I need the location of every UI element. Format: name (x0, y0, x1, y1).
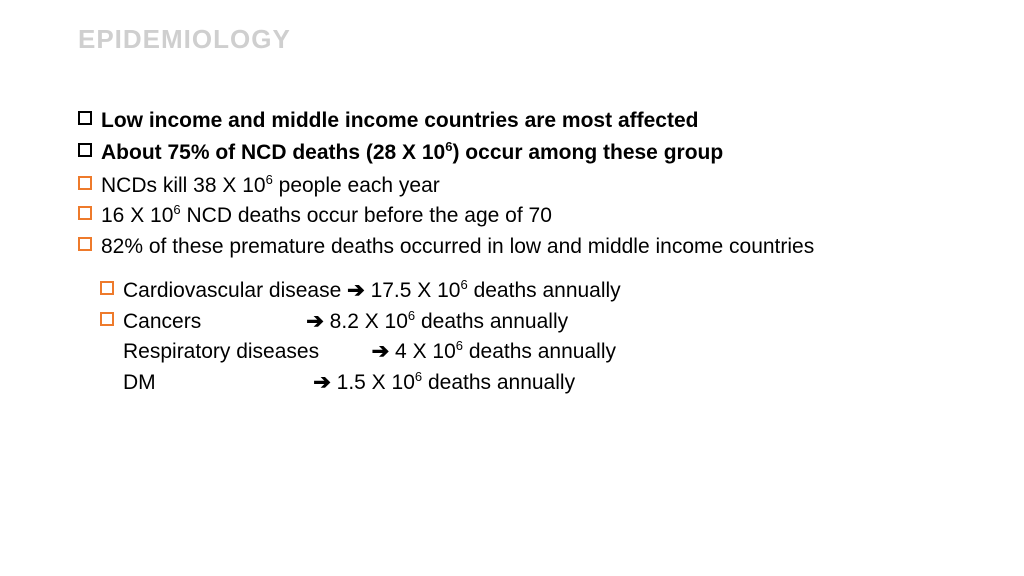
s3-label: Respiratory diseases (123, 340, 319, 363)
sub-3-text: Respiratory diseases ➔ 4 X 106 deaths an… (123, 337, 616, 367)
s3-val: 4 X 10 (389, 340, 456, 363)
s1-label: Cardiovascular disease (123, 279, 341, 302)
sub-4-text: DM ➔ 1.5 X 106 deaths annually (123, 368, 575, 398)
slide: EPIDEMIOLOGY Low income and middle incom… (0, 0, 1024, 576)
slide-title: EPIDEMIOLOGY (78, 24, 291, 55)
arrow-icon: ➔ (347, 279, 365, 302)
bullet-1-text: Low income and middle income countries a… (101, 106, 698, 136)
arrow-icon: ➔ (313, 371, 331, 394)
square-bullet-icon (100, 281, 114, 295)
s3-post: deaths annually (463, 340, 616, 363)
s2-val: 8.2 X 10 (324, 310, 408, 333)
b4-sup: 6 (173, 202, 180, 217)
square-bullet-icon (100, 312, 114, 326)
s4-val: 1.5 X 10 (331, 371, 415, 394)
bullet-4: 16 X 106 NCD deaths occur before the age… (78, 201, 958, 231)
b3-post: people each year (273, 174, 440, 197)
b3-pre: NCDs kill 38 X 10 (101, 174, 266, 197)
bullet-1: Low income and middle income countries a… (78, 106, 958, 136)
b3-sup: 6 (266, 172, 273, 187)
sub-2: Cancers ➔ 8.2 X 106 deaths annually (100, 307, 958, 337)
bullet-3-text: NCDs kill 38 X 106 people each year (101, 171, 440, 201)
square-bullet-icon (78, 237, 92, 251)
bullet-2-text: About 75% of NCD deaths (28 X 106) occur… (101, 138, 723, 168)
sub-3: Respiratory diseases ➔ 4 X 106 deaths an… (100, 337, 958, 367)
s1-sup: 6 (460, 277, 467, 292)
sub-4: DM ➔ 1.5 X 106 deaths annually (100, 368, 958, 398)
bullet-2: About 75% of NCD deaths (28 X 106) occur… (78, 138, 958, 168)
square-bullet-icon (78, 143, 92, 157)
b4-post: NCD deaths occur before the age of 70 (181, 204, 552, 227)
b2-post: ) occur among these group (452, 141, 723, 164)
s1-val: 17.5 X 10 (365, 279, 461, 302)
sub-1: Cardiovascular disease ➔ 17.5 X 106 deat… (100, 276, 958, 306)
square-bullet-icon (78, 176, 92, 190)
spacer (100, 342, 114, 356)
bullet-5-text: 82% of these premature deaths occurred i… (101, 232, 814, 262)
sub-2-text: Cancers ➔ 8.2 X 106 deaths annually (123, 307, 568, 337)
s1-post: deaths annually (468, 279, 621, 302)
s4-post: deaths annually (422, 371, 575, 394)
b4-pre: 16 X 10 (101, 204, 173, 227)
square-bullet-icon (78, 111, 92, 125)
square-bullet-icon (78, 206, 92, 220)
bullet-5: 82% of these premature deaths occurred i… (78, 232, 958, 262)
b2-pre: About 75% of NCD deaths (28 X 10 (101, 141, 445, 164)
decorative-shapes (0, 396, 1024, 576)
s2-post: deaths annually (415, 310, 568, 333)
arrow-icon: ➔ (306, 310, 324, 333)
s2-label: Cancers (123, 310, 201, 333)
s3-sup: 6 (456, 338, 463, 353)
bullet-4-text: 16 X 106 NCD deaths occur before the age… (101, 201, 552, 231)
content-area: Low income and middle income countries a… (78, 106, 958, 398)
arrow-icon: ➔ (372, 340, 390, 363)
bullet-3: NCDs kill 38 X 106 people each year (78, 171, 958, 201)
s4-label: DM (123, 371, 156, 394)
spacer (100, 373, 114, 387)
sub-1-text: Cardiovascular disease ➔ 17.5 X 106 deat… (123, 276, 621, 306)
